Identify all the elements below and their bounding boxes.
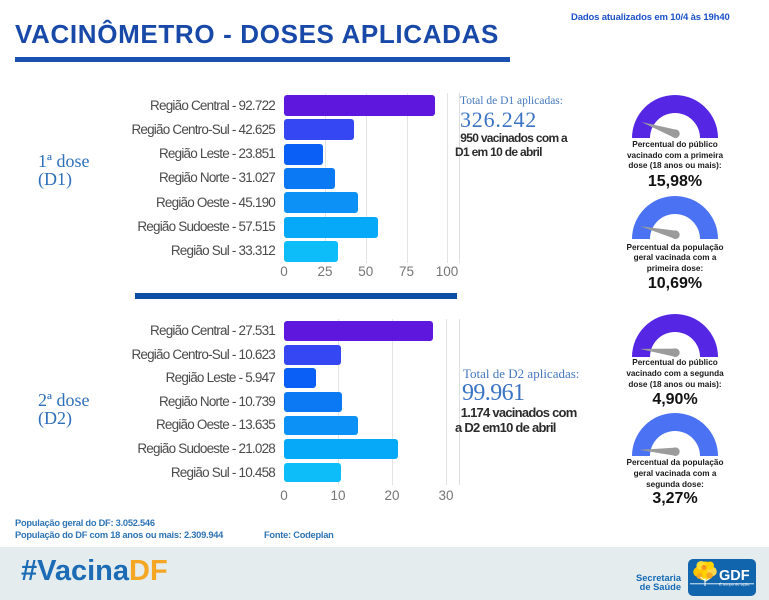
svg-text:É tempo de ação.: É tempo de ação.	[719, 581, 750, 586]
svg-text:GDF: GDF	[719, 568, 750, 584]
